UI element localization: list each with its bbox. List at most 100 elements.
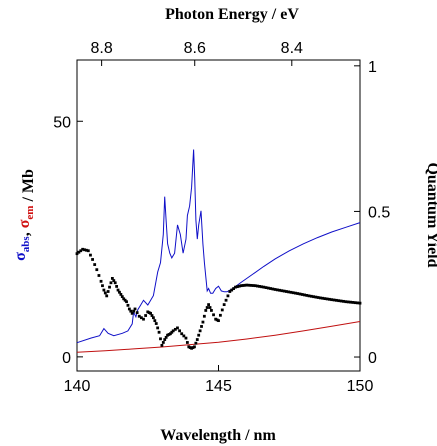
quantum-yield-point [176, 326, 179, 330]
quantum-yield-point [208, 306, 212, 309]
quantum-yield-point [123, 298, 127, 302]
quantum-yield-point [137, 314, 141, 318]
quantum-yield-point [161, 341, 165, 344]
quantum-yield-point [346, 300, 350, 304]
quantum-yield-point [330, 298, 334, 302]
quantum-yield-point [235, 285, 239, 289]
quantum-yield-point [280, 289, 284, 293]
quantum-yield-point [188, 346, 192, 349]
quantum-yield-point [275, 288, 279, 292]
quantum-yield-point [191, 346, 195, 349]
quantum-yield-point [105, 294, 109, 298]
quantum-yield-point [212, 313, 215, 317]
quantum-yield-point [339, 299, 343, 303]
x-tick-label: 140 [64, 378, 91, 395]
quantum-yield-point [325, 297, 329, 301]
quantum-yield-point [198, 329, 202, 333]
absorption-series [76, 149, 361, 344]
quantum-yield-point [83, 248, 86, 252]
quantum-yield-point [307, 294, 311, 298]
quantum-yield-point [282, 289, 286, 293]
quantum-yield-point [226, 294, 230, 298]
quantum-yield-point [130, 311, 134, 315]
quantum-yield-point [156, 326, 160, 330]
x-axis-label: Wavelength / nm [160, 427, 276, 444]
quantum-yield-point [97, 274, 101, 277]
quantum-yield-point [309, 294, 313, 298]
quantum-yield-point [129, 309, 133, 313]
quantum-yield-point [202, 314, 206, 318]
quantum-yield-point [344, 300, 348, 304]
quantum-yield-point [187, 345, 191, 349]
quantum-yield-point [184, 336, 188, 340]
quantum-yield-point [205, 306, 209, 309]
quantum-yield-point [237, 284, 241, 288]
quantum-yield-point [166, 333, 169, 337]
quantum-yield-point [300, 293, 304, 296]
quantum-yield-point [243, 283, 247, 287]
quantum-yield-point [294, 291, 297, 295]
top-tick-label: 8.6 [184, 40, 206, 57]
quantum-yield-point [106, 290, 110, 293]
quantum-yield-point [342, 299, 345, 303]
quantum-yield-point [190, 346, 194, 350]
quantum-yield-point [323, 297, 327, 301]
ticks: 140 145 150 8.8 8.6 8.4 0 50 0 0.5 1 [53, 40, 390, 395]
quantum-yield-point [201, 320, 205, 324]
quantum-yield-point [168, 332, 172, 336]
quantum-yield-point [247, 283, 251, 287]
quantum-yield-point [95, 268, 99, 272]
quantum-yield-point [75, 252, 79, 256]
quantum-yield-point [120, 295, 124, 298]
quantum-yield-point [173, 327, 177, 331]
quantum-yield-point [147, 311, 151, 315]
quantum-yield-point [171, 329, 175, 333]
quantum-yield-point [108, 285, 111, 289]
absorption-line [76, 149, 361, 344]
quantum-yield-point [218, 313, 222, 317]
x-tick-label: 150 [347, 378, 374, 395]
quantum-yield-point [214, 317, 218, 321]
quantum-yield-point [356, 301, 360, 305]
quantum-yield-point [116, 288, 120, 292]
quantum-yield-point [144, 314, 148, 317]
quantum-yield-point [303, 293, 306, 297]
quantum-yield-point [228, 290, 232, 293]
quantum-yield-point [132, 309, 135, 313]
quantum-yield-point [125, 300, 128, 304]
quantum-yield-point [245, 283, 249, 287]
quantum-yield-point [182, 334, 186, 338]
quantum-yield-point [139, 316, 143, 320]
quantum-yield-point [337, 299, 341, 303]
quantum-yield-point [210, 309, 213, 312]
quantum-yield-point [127, 307, 131, 311]
quantum-yield-point [159, 337, 162, 341]
quantum-yield-point [328, 297, 331, 301]
quantum-yield-point [278, 288, 282, 292]
right-tick-label: 1 [368, 59, 377, 76]
quantum-yield-point [204, 309, 208, 312]
quantum-yield-point [266, 286, 270, 290]
quantum-yield-point [157, 330, 161, 334]
quantum-yield-point [351, 301, 355, 304]
quantum-yield-point [113, 281, 117, 285]
quantum-yield-point [133, 307, 137, 311]
quantum-yield-point [253, 284, 257, 288]
top-tick-label: 8.8 [90, 40, 112, 57]
quantum-yield-point [332, 298, 336, 302]
quantum-yield-point [115, 285, 119, 288]
quantum-yield-point [112, 279, 116, 282]
quantum-yield-point [194, 341, 198, 345]
quantum-yield-point [316, 296, 320, 299]
quantum-yield-point [291, 291, 295, 295]
quantum-yield-point [239, 284, 243, 288]
quantum-yield-point [110, 276, 114, 280]
quantum-yield-point [215, 318, 219, 322]
quantum-yield-point [142, 317, 145, 321]
quantum-yield-point [180, 332, 184, 336]
quantum-yield-point [89, 253, 92, 257]
x-tick-label: 145 [205, 378, 232, 395]
axes-frame [76, 59, 361, 372]
quantum-yield-point [353, 301, 357, 305]
quantum-yield-point [200, 325, 203, 328]
